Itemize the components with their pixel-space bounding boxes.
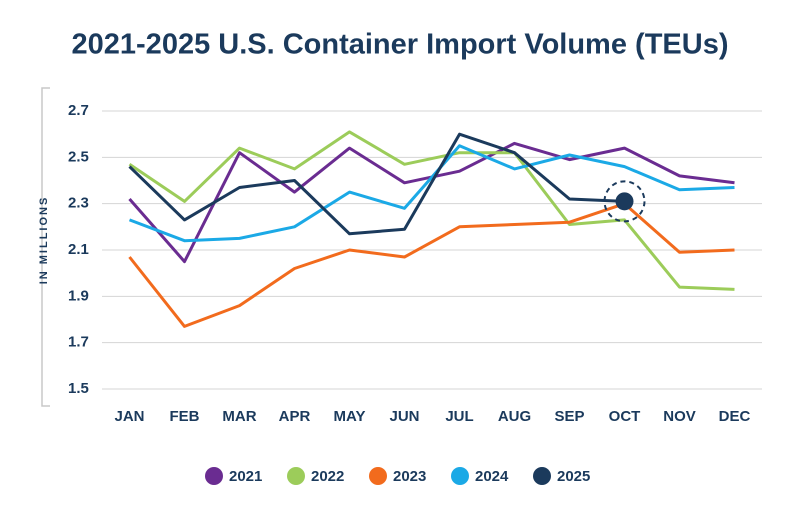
x-tick-label: MAY (334, 408, 366, 425)
y-tick-label: 2.1 (68, 241, 89, 258)
x-tick-label: JUL (445, 408, 473, 425)
highlight-point (615, 192, 634, 211)
legend-swatch (205, 467, 223, 485)
x-tick-label: NOV (663, 408, 696, 425)
x-tick-label: APR (279, 408, 311, 425)
x-tick-label: JAN (114, 408, 144, 425)
x-tick-label: MAR (222, 408, 256, 425)
series-line (128, 144, 735, 243)
y-tick-label: 2.5 (68, 148, 89, 165)
series-line (128, 130, 735, 291)
x-tick-label: JUN (389, 408, 419, 425)
x-tick-label: DEC (719, 408, 751, 425)
y-tick-label: 1.5 (68, 380, 89, 397)
legend-label: 2022 (311, 468, 344, 485)
legend-label: 2024 (475, 468, 509, 485)
legend-swatch (369, 467, 387, 485)
axis-bracket (41, 87, 50, 407)
y-tick-label: 1.9 (68, 287, 89, 304)
y-axis-label: IN MILLIONS (38, 196, 50, 285)
y-tick-label: 2.7 (68, 102, 89, 119)
chart-title: 2021-2025 U.S. Container Import Volume (… (72, 29, 729, 61)
x-tick-label: AUG (498, 408, 531, 425)
series-line (128, 202, 735, 328)
y-tick-label: 2.3 (68, 195, 89, 212)
series-line (128, 132, 625, 236)
highlight-ring (603, 180, 646, 223)
legend-swatch (287, 467, 305, 485)
legend-label: 2023 (393, 468, 426, 485)
legend-label: 2021 (229, 468, 262, 485)
x-tick-label: OCT (609, 408, 641, 425)
x-tick-label: SEP (554, 408, 584, 425)
y-tick-label: 1.7 (68, 334, 89, 351)
x-tick-label: FEB (170, 408, 200, 425)
legend-label: 2025 (557, 468, 590, 485)
legend-swatch (533, 467, 551, 485)
legend-swatch (451, 467, 469, 485)
